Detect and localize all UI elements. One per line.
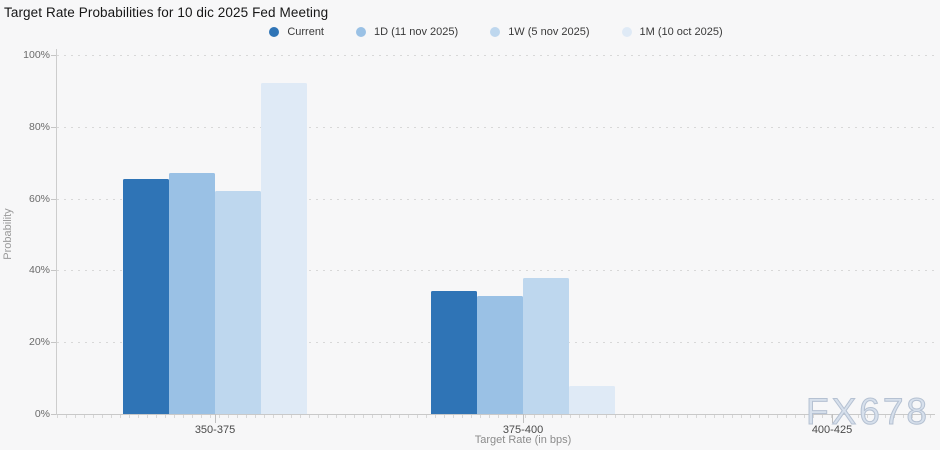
fx678-watermark: FX678: [805, 391, 931, 433]
legend-item-current[interactable]: Current: [269, 26, 324, 38]
category-label-350-375: 350-375: [194, 424, 236, 436]
category-tick-375-400: [523, 414, 524, 423]
legend-marker-icon: [490, 27, 501, 37]
y-axis-tick: [51, 198, 56, 200]
gridline-60%: [57, 198, 935, 200]
chart-title: Target Rate Probabilities for 10 dic 202…: [4, 5, 329, 20]
y-axis-label-60%: 60%: [28, 192, 50, 205]
category-tick-350-375: [215, 414, 216, 423]
x-axis-minor-ticks: [57, 415, 935, 418]
bar-1w-375-400[interactable]: [523, 277, 569, 414]
y-axis-tick: [51, 342, 56, 344]
category-label-400-425: 400-425: [811, 424, 853, 436]
y-axis-label-100%: 100%: [23, 49, 50, 61]
category-tick-400-425: [832, 414, 833, 423]
y-axis-label-80%: 80%: [28, 120, 50, 133]
bar-1d-375-400[interactable]: [477, 295, 523, 414]
legend-label: 1M (10 oct 2025): [639, 26, 723, 38]
y-axis-tick: [51, 270, 56, 272]
y-axis-label-0%: 0%: [34, 408, 50, 420]
legend-marker-icon: [356, 27, 366, 37]
x-axis-title: Target Rate (in bps): [474, 434, 572, 446]
chart-legend: Current 1D (11 nov 2025) 1W (5 nov 2025) 1M…: [57, 26, 935, 38]
legend-label: Current: [287, 26, 324, 38]
gridline-80%: [57, 126, 935, 128]
y-axis-title: Probability: [2, 208, 14, 260]
y-axis-line: [56, 49, 57, 415]
y-axis-label-40%: 40%: [28, 264, 50, 277]
y-axis-tick: [51, 414, 56, 415]
gridline-40%: [57, 270, 935, 272]
x-axis-line: [57, 414, 935, 415]
legend-marker-icon: [269, 27, 280, 37]
bar-1w-350-375[interactable]: [215, 191, 261, 414]
legend-marker-icon: [621, 27, 632, 37]
legend-item-1w[interactable]: 1W (5 nov 2025): [490, 26, 590, 38]
bar-current-350-375[interactable]: [123, 178, 169, 414]
category-label-375-400: 375-400: [502, 424, 544, 436]
legend-label: 1D (11 nov 2025): [374, 26, 459, 38]
y-axis-tick: [51, 126, 56, 128]
plot-area: 0% 20% 40% 60% 80% 100% 350-375 375-400 400-425: [23, 49, 935, 436]
bar-current-375-400[interactable]: [431, 290, 477, 414]
legend-label: 1W (5 nov 2025): [508, 26, 590, 38]
bar-1d-350-375[interactable]: [169, 173, 215, 414]
gridline-100%: [57, 55, 935, 56]
legend-item-1d[interactable]: 1D (11 nov 2025): [356, 26, 458, 38]
bar-1m-350-375[interactable]: [261, 83, 307, 414]
y-axis-label-20%: 20%: [28, 336, 50, 349]
legend-item-1m[interactable]: 1M (10 oct 2025): [621, 26, 723, 38]
y-axis-tick: [51, 55, 56, 56]
bar-1m-375-400[interactable]: [569, 386, 615, 414]
